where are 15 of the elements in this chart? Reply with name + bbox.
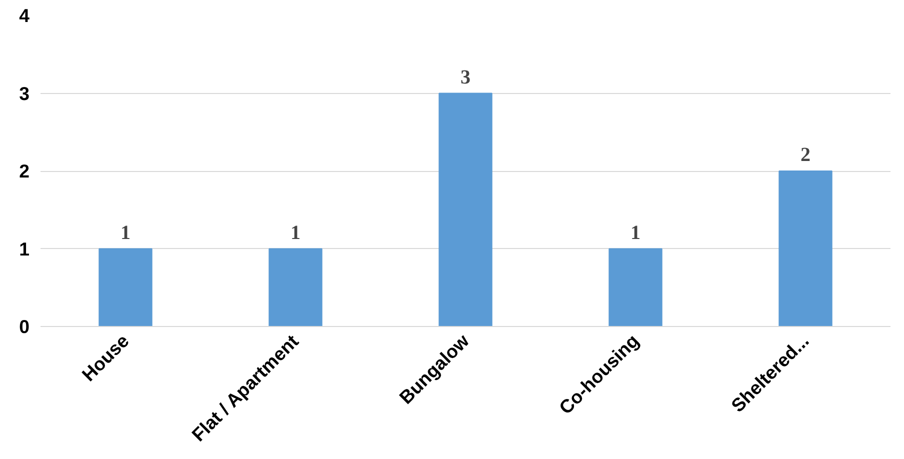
bar (438, 92, 492, 326)
y-tick-label: 2 (19, 160, 30, 182)
data-label: 1 (120, 222, 130, 244)
y-tick-label: 4 (19, 5, 30, 26)
y-tick-label: 0 (19, 316, 30, 337)
bar (778, 170, 832, 326)
data-label: 2 (800, 144, 810, 166)
data-label: 3 (460, 66, 470, 88)
data-label: 1 (630, 222, 640, 244)
data-label: 1 (290, 222, 300, 244)
bar (268, 248, 322, 326)
y-tick-label: 3 (19, 82, 30, 104)
bar (98, 248, 152, 326)
bar (608, 248, 662, 326)
y-tick-label: 1 (19, 238, 30, 260)
